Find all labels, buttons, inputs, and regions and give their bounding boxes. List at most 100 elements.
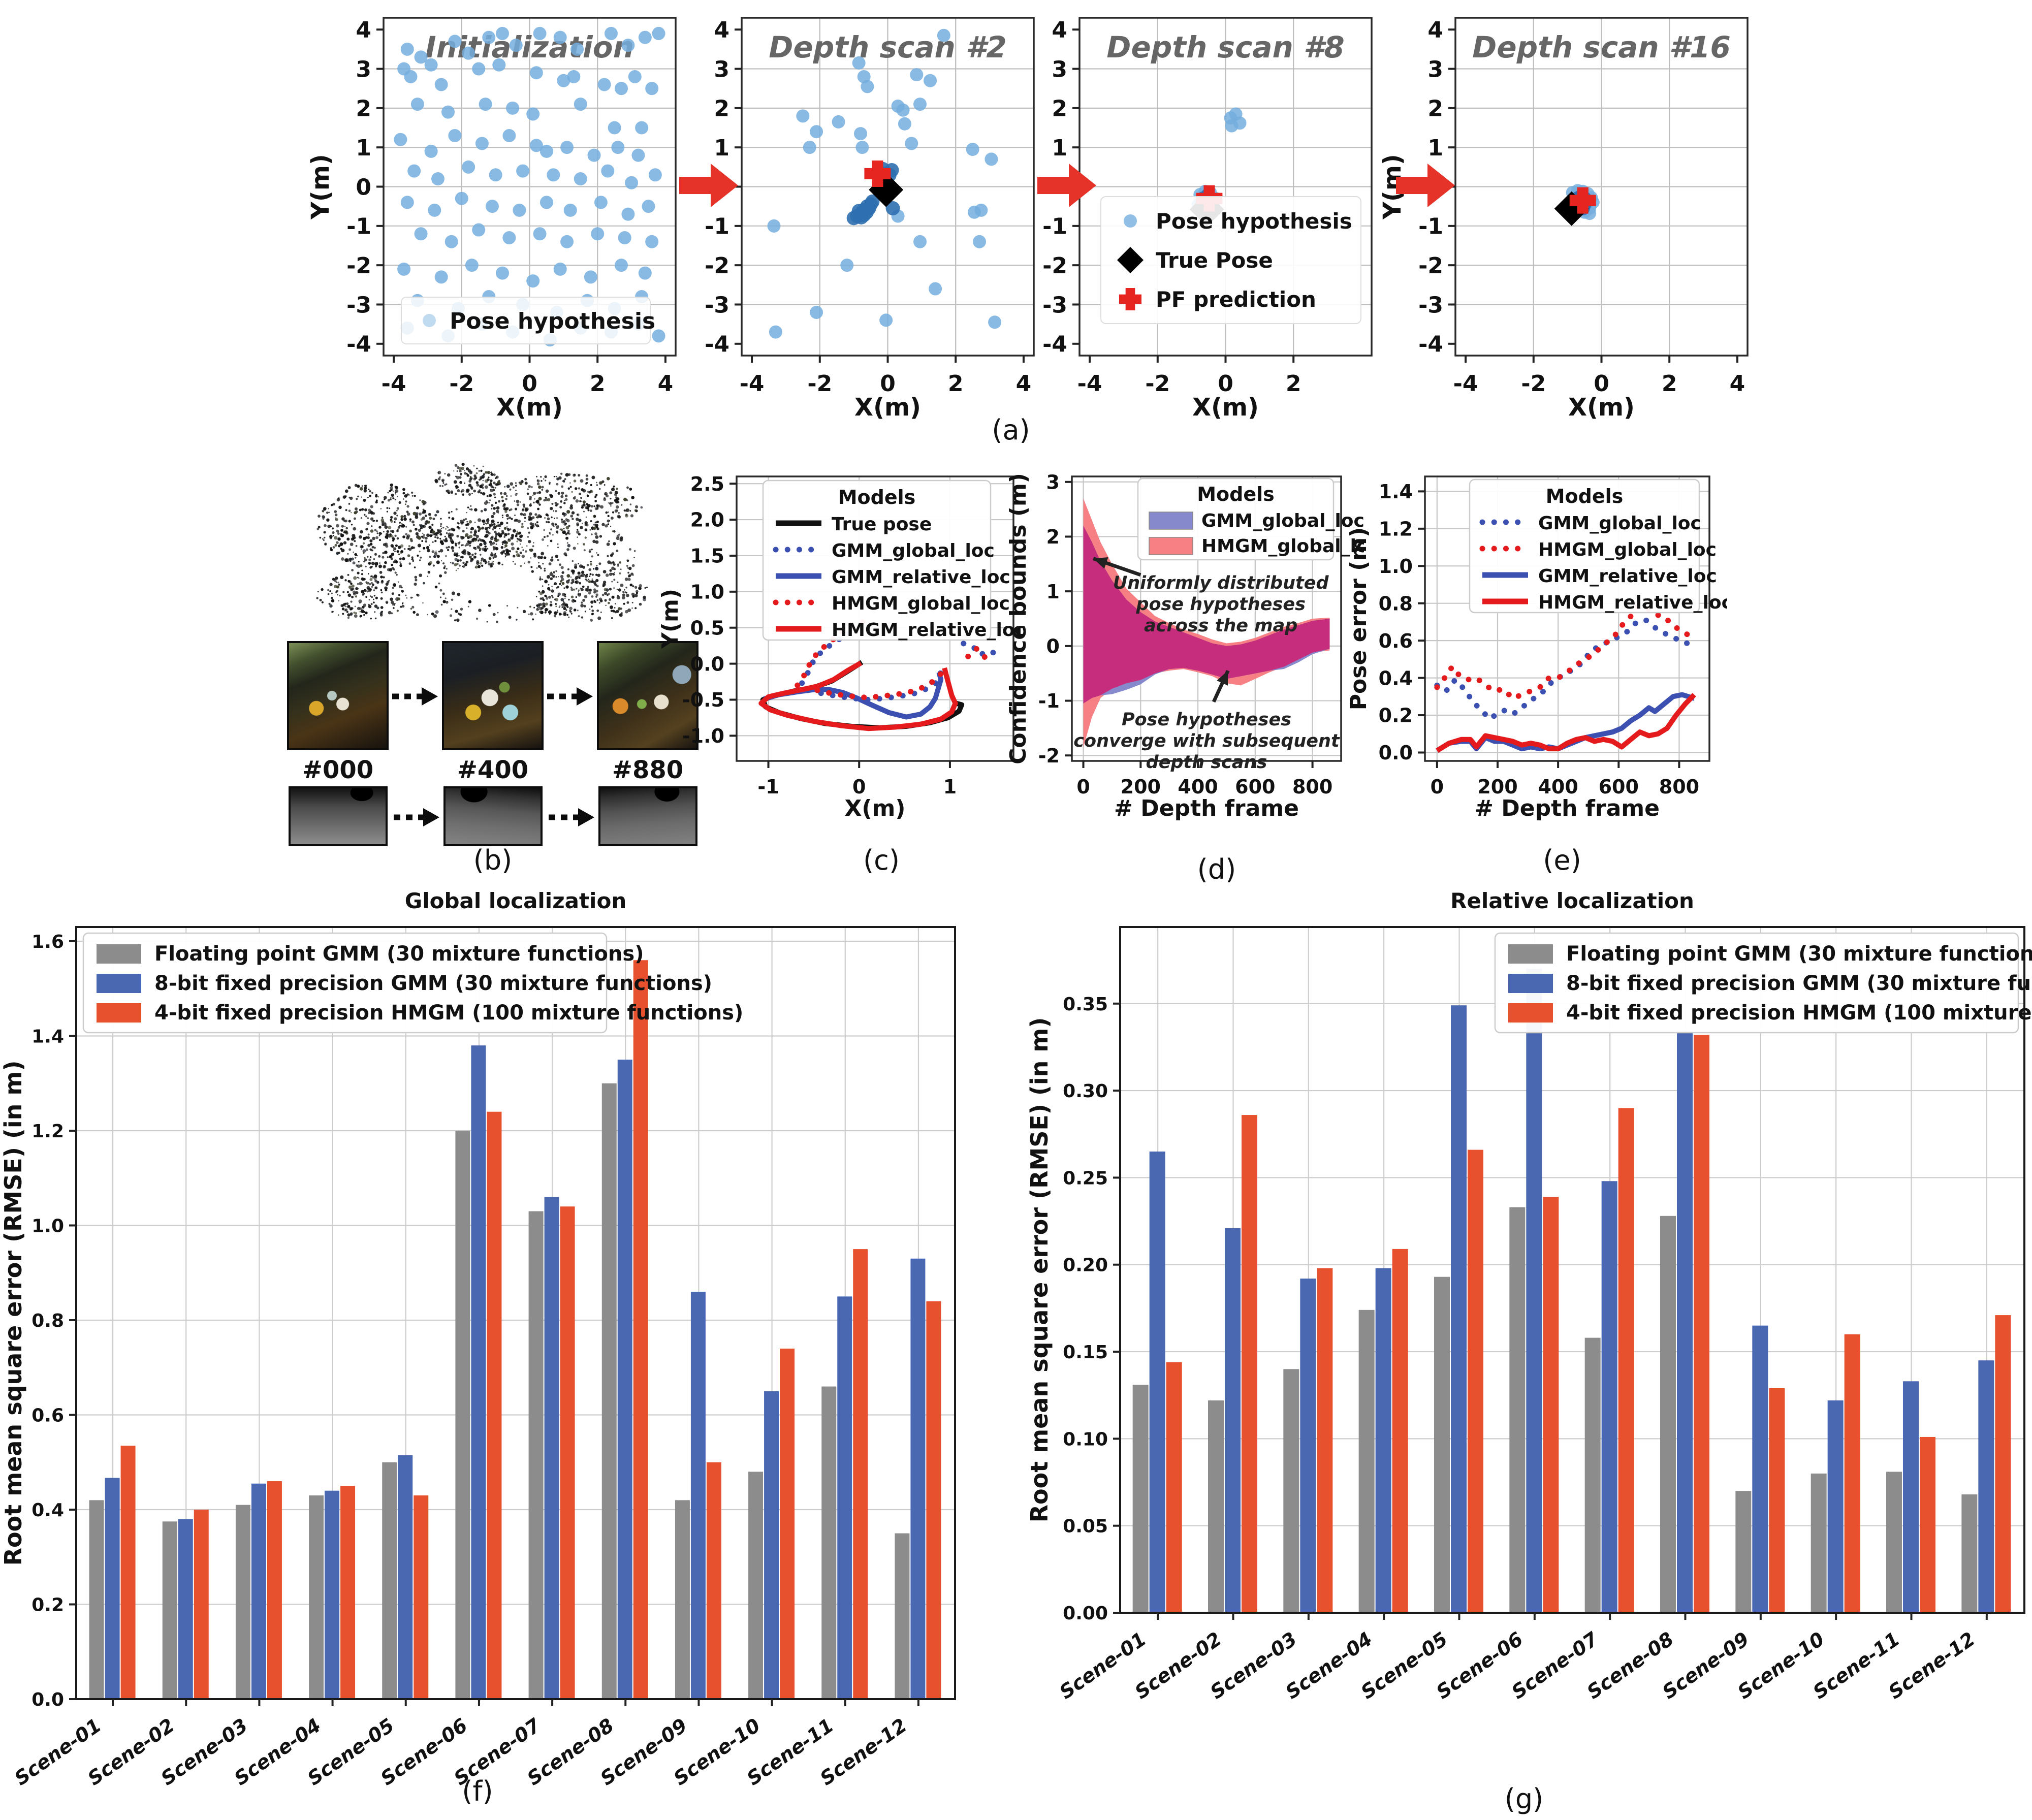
frame-label-400: #400 xyxy=(457,756,529,784)
panel-trajectory: 2.5 2.0 1.5 1.0 0.5 0.0 -0.5 -1.0 -1 0 1 X(m) Y(m) Mo… xyxy=(657,447,1026,850)
svg-text:0: 0 xyxy=(1431,776,1444,798)
svg-text:1: 1 xyxy=(714,135,729,161)
svg-text:Y(m): Y(m) xyxy=(310,154,335,220)
pf-prediction-cross-icon xyxy=(1569,187,1596,214)
svg-text:0.10: 0.10 xyxy=(1063,1429,1108,1450)
svg-text:3: 3 xyxy=(714,56,729,82)
svg-text:800: 800 xyxy=(1292,776,1332,798)
rgb-frame-000 xyxy=(287,641,389,750)
svg-text:1.5: 1.5 xyxy=(690,545,724,567)
depth-frame-880 xyxy=(598,786,697,846)
panel-depth-scan-8: 4 3 2 1 -1 -2 -3 -4 -4 -2 0 2 X(m) Depth scan #8 Pose … xyxy=(1024,0,1387,429)
svg-text:400: 400 xyxy=(1178,776,1218,798)
red-arrow-icon xyxy=(679,158,739,214)
svg-text:X(m): X(m) xyxy=(845,795,906,821)
svg-text:3: 3 xyxy=(1427,56,1443,82)
sublabel-a: (a) xyxy=(992,414,1030,446)
svg-text:4: 4 xyxy=(1427,17,1443,43)
svg-text:0.0: 0.0 xyxy=(1379,742,1413,764)
chart-global-localization: 0.0 0.2 0.4 0.6 0.8 1.0 1.2 1.4 1.6 Scene-01 Scene… xyxy=(0,884,1006,1800)
panel-pose-error: 1.4 1.2 1.0 0.8 0.6 0.4 0.2 0.0 0 200 400 600 800 # D… xyxy=(1346,447,1732,850)
svg-text:0: 0 xyxy=(1594,371,1609,397)
svg-text:-4: -4 xyxy=(740,371,765,397)
svg-text:0: 0 xyxy=(1076,776,1090,798)
svg-text:0.25: 0.25 xyxy=(1063,1168,1108,1189)
svg-text:4: 4 xyxy=(356,17,371,43)
svg-text:HMGM_global_loc: HMGM_global_loc xyxy=(1201,536,1364,557)
svg-text:-1.0: -1.0 xyxy=(682,725,724,747)
svg-text:1.2: 1.2 xyxy=(31,1121,64,1142)
svg-text:1.0: 1.0 xyxy=(31,1216,64,1236)
dashed-arrow-icon xyxy=(547,686,594,709)
svg-text:0.6: 0.6 xyxy=(31,1405,64,1426)
svg-text:Pose hypothesis: Pose hypothesis xyxy=(450,308,655,334)
svg-text:HMGM_relative_loc: HMGM_relative_loc xyxy=(832,620,1026,641)
svg-text:-1: -1 xyxy=(705,214,729,240)
svg-text:-1: -1 xyxy=(1042,214,1067,240)
svg-text:-1: -1 xyxy=(346,214,371,240)
svg-text:Depth scan #2: Depth scan #2 xyxy=(769,30,1006,65)
true-pose-diamond-icon xyxy=(1554,191,1589,226)
svg-text:1: 1 xyxy=(1046,581,1060,603)
chart-relative-localization: 0.00 0.05 0.10 0.15 0.20 0.25 0.30 0.35 Scene-01… xyxy=(1016,884,2032,1800)
svg-text:# Depth frame: # Depth frame xyxy=(1475,795,1660,821)
svg-text:-2: -2 xyxy=(1038,745,1060,767)
pf-prediction-cross-icon xyxy=(1119,288,1141,310)
panel-depth-scan-2: 4 3 2 1 -1 -2 -3 -4 -4 -2 0 2 4 X(m) Depth scan #2 xyxy=(686,0,1049,429)
svg-text:X(m): X(m) xyxy=(854,393,921,422)
svg-text:-4: -4 xyxy=(1418,332,1443,358)
svg-text:-3: -3 xyxy=(1418,292,1443,318)
svg-text:400: 400 xyxy=(1538,776,1578,798)
svg-text:Models: Models xyxy=(1546,485,1624,507)
svg-text:0: 0 xyxy=(522,371,537,397)
svg-text:2.5: 2.5 xyxy=(690,473,724,495)
svg-text:-4: -4 xyxy=(382,371,406,397)
svg-text:2: 2 xyxy=(714,96,729,122)
svg-text:HMGM_relative_loc: HMGM_relative_loc xyxy=(1538,592,1727,613)
svg-text:1: 1 xyxy=(1052,135,1067,161)
sublabel-c: (c) xyxy=(863,844,900,876)
panel-confidence-bounds: 3 2 1 0 -1 -2 0 200 400 600 800 # Depth frame Confid… xyxy=(1005,447,1380,850)
svg-text:0.0: 0.0 xyxy=(31,1689,64,1710)
svg-text:2: 2 xyxy=(1662,371,1677,397)
svg-text:200: 200 xyxy=(1477,776,1517,798)
svg-text:-2: -2 xyxy=(346,253,371,279)
svg-text:-4: -4 xyxy=(1077,371,1102,397)
svg-text:# Depth frame: # Depth frame xyxy=(1114,795,1299,821)
svg-text:2: 2 xyxy=(590,371,606,397)
svg-text:-2: -2 xyxy=(1418,253,1443,279)
red-arrow-icon xyxy=(1037,158,1097,214)
svg-text:-4: -4 xyxy=(1042,332,1067,358)
svg-text:-3: -3 xyxy=(1042,292,1067,318)
svg-text:4: 4 xyxy=(1052,17,1067,43)
svg-text:-4: -4 xyxy=(346,332,371,358)
svg-text:True Pose: True Pose xyxy=(1156,248,1273,273)
svg-text:Root mean square error (RMSE): Root mean square error (RMSE) (in m) xyxy=(1026,1017,1053,1523)
svg-text:0.4: 0.4 xyxy=(31,1500,64,1521)
svg-text:0.00: 0.00 xyxy=(1063,1603,1108,1624)
svg-text:X(m): X(m) xyxy=(1568,393,1635,422)
svg-text:GMM_relative_loc: GMM_relative_loc xyxy=(832,567,1010,588)
svg-text:Pose error (m): Pose error (m) xyxy=(1349,527,1372,710)
svg-text:-4: -4 xyxy=(1453,371,1478,397)
svg-text:8-bit fixed precision GMM (30: 8-bit fixed precision GMM (30 mixture fu… xyxy=(1566,972,2032,995)
svg-text:2: 2 xyxy=(948,371,964,397)
svg-text:GMM_global_loc: GMM_global_loc xyxy=(1201,510,1364,531)
svg-text:Depth scan #8: Depth scan #8 xyxy=(1106,30,1344,65)
svg-text:GMM_relative_loc: GMM_relative_loc xyxy=(1538,566,1717,587)
sublabel-e: (e) xyxy=(1543,844,1581,876)
depth-frame-000 xyxy=(289,786,388,846)
svg-text:HMGM_global_loc: HMGM_global_loc xyxy=(1538,539,1717,560)
frame-label-000: #000 xyxy=(302,756,374,784)
svg-text:Confidence bounds (m): Confidence bounds (m) xyxy=(1008,473,1031,764)
dashed-arrow-icon xyxy=(394,807,440,830)
svg-text:0.15: 0.15 xyxy=(1063,1342,1108,1363)
svg-text:-1: -1 xyxy=(757,776,779,798)
svg-text:-3: -3 xyxy=(346,292,371,318)
svg-text:4: 4 xyxy=(1016,371,1032,397)
svg-text:Floating point GMM (30 mixture: Floating point GMM (30 mixture functions… xyxy=(154,942,644,966)
dashed-arrow-icon xyxy=(392,686,439,709)
rgb-frame-880 xyxy=(597,641,698,750)
svg-text:0: 0 xyxy=(852,776,866,798)
svg-text:2: 2 xyxy=(1052,96,1067,122)
